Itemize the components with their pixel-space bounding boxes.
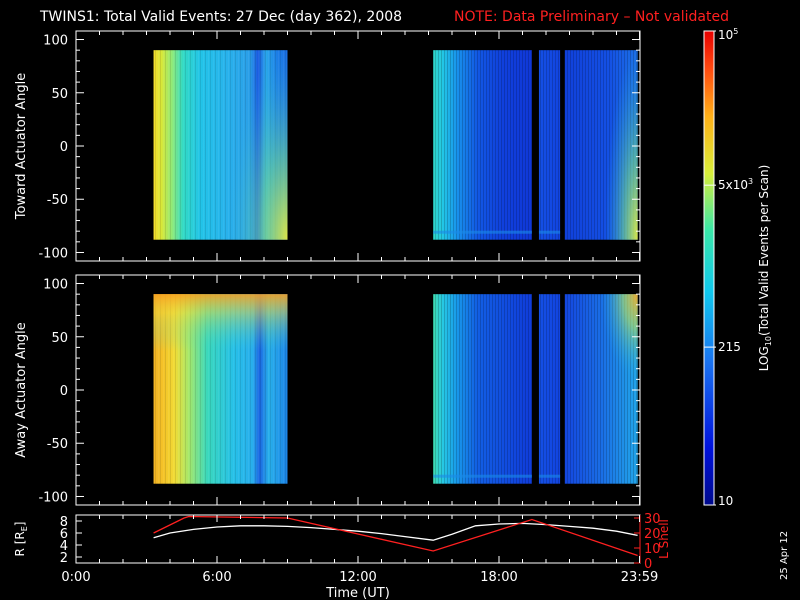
ytick-label: -50 xyxy=(47,193,68,208)
left-axis-label: R [RE] xyxy=(13,522,29,557)
colorbar-label-sub: 10 xyxy=(764,336,773,346)
bottom-band-3 xyxy=(538,474,561,478)
ytick-label: -100 xyxy=(38,490,68,505)
colorbar-tick-label: 105 xyxy=(718,27,738,42)
colorbar-tick-label: 5x103 xyxy=(718,177,753,192)
ytick-label: 0 xyxy=(60,384,68,399)
right-tick-label: 30 xyxy=(644,512,661,527)
left-tick-label: 6 xyxy=(60,527,68,542)
colorbar-tick-exp: 3 xyxy=(748,177,753,186)
orbit-plot-area xyxy=(76,515,640,563)
x-tick-label: 12:00 xyxy=(339,570,376,585)
y-axis-label: Toward Actuator Angle xyxy=(14,73,29,220)
bottom-band-2 xyxy=(433,474,532,478)
x-tick-label: 23:59 xyxy=(621,570,658,585)
bottom-band-3 xyxy=(538,230,561,234)
data-block-warm-4 xyxy=(601,294,638,380)
data-block-warm-1 xyxy=(153,294,288,484)
right-tick-label: 0 xyxy=(644,557,652,572)
bottom-band-2 xyxy=(433,230,532,234)
left-tick-label: 2 xyxy=(60,551,68,566)
data-block-texture-3 xyxy=(538,50,561,240)
ytick-label: 0 xyxy=(60,140,68,155)
preliminary-note: NOTE: Data Preliminary – Not validated xyxy=(454,9,729,25)
ytick-label: -50 xyxy=(47,437,68,452)
x-tick-label: 6:00 xyxy=(202,570,231,585)
colorbar-tick-exp: 5 xyxy=(733,27,738,36)
y-axis-label: Away Actuator Angle xyxy=(14,322,29,457)
data-block-bottom-1 xyxy=(154,50,288,240)
heatmap-toward: 100 50 0 -50 -100 Toward Actuator Angle xyxy=(14,30,641,262)
colorbar-tick-base: 215 xyxy=(718,340,741,354)
data-block-texture-2 xyxy=(433,50,532,240)
data-block-warm-1 xyxy=(227,50,288,240)
ytick-label: 100 xyxy=(43,34,68,49)
x-tick-label: 18:00 xyxy=(480,570,517,585)
x-tick-label: 0:00 xyxy=(61,570,90,585)
colorbar-label-log: LOG xyxy=(757,346,771,371)
right-tick-label: 10 xyxy=(644,542,661,557)
x-axis-label: Time (UT) xyxy=(325,586,390,600)
colorbar-label: LOG10(Total Valid Events per Scan) xyxy=(757,165,773,372)
chart-title: TWINS1: Total Valid Events: 27 Dec (day … xyxy=(39,9,402,25)
data-block-warm-4 xyxy=(604,50,638,240)
data-block-texture-2 xyxy=(433,294,532,484)
colorbar-tick-label: 215 xyxy=(718,340,741,354)
ytick-label: -100 xyxy=(38,246,68,261)
ytick-label: 50 xyxy=(51,87,68,102)
colorbar-tick-base: 5x10 xyxy=(718,178,748,192)
ytick-label: 100 xyxy=(43,278,68,293)
right-tick-label: 20 xyxy=(644,527,661,542)
left-axis-label-main: R [R xyxy=(13,531,27,556)
heatmap-away: 100 50 0 -50 -100 Away Actuator Angle xyxy=(14,274,641,506)
left-tick-label: 4 xyxy=(60,539,68,554)
colorbar-tick-base: 10 xyxy=(718,494,733,508)
data-block-texture-3 xyxy=(538,294,561,484)
date-stamp: 25 Apr 12 xyxy=(779,531,790,580)
right-axis-label: L Shell xyxy=(657,519,671,559)
colorbar-tick-base: 10 xyxy=(718,28,733,42)
colorbar-gradient xyxy=(704,31,714,505)
radius-line xyxy=(153,522,638,541)
left-axis-label-sub: E xyxy=(20,526,29,531)
left-axis-label-end: ] xyxy=(13,522,27,527)
left-tick-label: 8 xyxy=(60,515,68,530)
colorbar-label-end: (Total Valid Events per Scan) xyxy=(757,165,771,336)
ytick-label: 50 xyxy=(51,331,68,346)
colorbar-tick-label: 10 xyxy=(718,494,733,508)
